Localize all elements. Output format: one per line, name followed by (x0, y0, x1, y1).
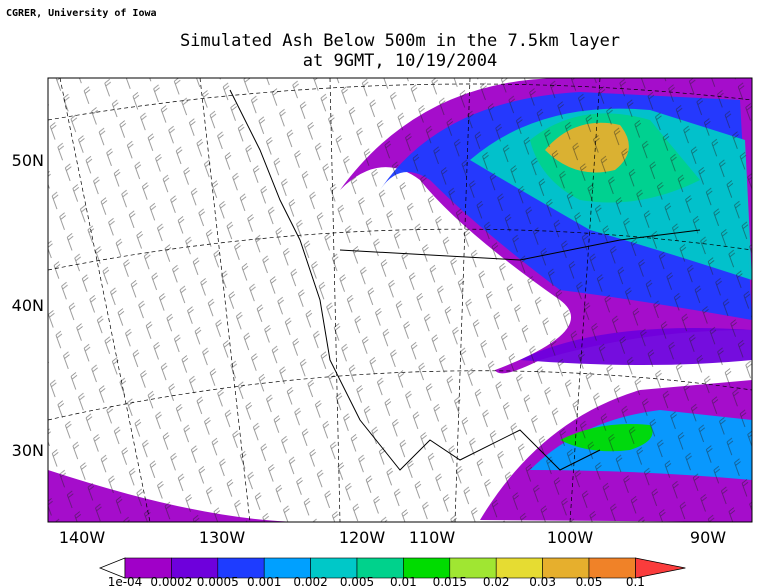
colorbar-label: 0.02 (483, 575, 510, 587)
lon-label: 120W (339, 528, 386, 547)
colorbar-label: 0.0005 (197, 575, 239, 587)
lon-label: 100W (547, 528, 594, 547)
lat-label: 30N (12, 441, 44, 460)
lon-label: 140W (59, 528, 106, 547)
colorbar-label: 0.03 (529, 575, 556, 587)
colorbar-label: 1e-04 (108, 575, 143, 587)
credit: CGRER, University of Iowa (6, 7, 157, 19)
map-frame (47, 77, 753, 523)
axes: 140W 130W 120W 110W 100W 90W 50N 40N 30N (12, 151, 727, 547)
map-overlay (48, 78, 752, 522)
colorbar-label: 0.001 (247, 575, 281, 587)
colorbar: 1e-04 0.0002 0.0005 0.001 0.002 0.005 0.01 0.01… (98, 557, 686, 587)
colorbar-label: 0.05 (576, 575, 603, 587)
colorbar-over (635, 557, 686, 579)
colorbar-label: 0.002 (293, 575, 327, 587)
lon-label: 110W (409, 528, 456, 547)
colorbar-label: 0.1 (626, 575, 645, 587)
graticule (48, 78, 752, 522)
boundaries (229, 89, 701, 471)
title-line: Simulated Ash Below 500m in the 7.5km la… (180, 31, 620, 51)
wind-barbs (48, 78, 752, 522)
lon-label: 90W (690, 528, 726, 547)
colorbar-label: 0.015 (433, 575, 467, 587)
colorbar-label: 0.005 (340, 575, 374, 587)
lat-label: 50N (12, 151, 44, 170)
lon-label: 130W (199, 528, 246, 547)
colorbar-label: 0.01 (390, 575, 417, 587)
title-line: at 9GMT, 10/19/2004 (303, 51, 497, 71)
lat-label: 40N (12, 296, 44, 315)
colorbar-label: 0.0002 (150, 575, 192, 587)
